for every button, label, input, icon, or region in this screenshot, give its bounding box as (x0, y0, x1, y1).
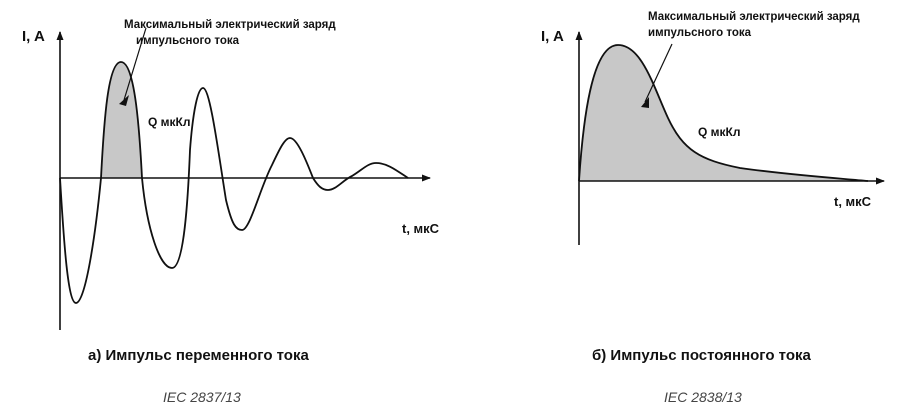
ac-y-axis-label: I, A (22, 28, 45, 45)
ac-annotation-line-2: импульсного тока (136, 35, 240, 47)
dc-annotation-line-2: импульсного тока (648, 27, 752, 39)
ac-pulse-curve (59, 61, 409, 304)
dc-figure-code: IEC 2838/13 (664, 389, 742, 405)
dc-pulse-diagram: I, A t, мкС Максимальный электрический з… (541, 11, 885, 405)
ac-figure-caption: а) Импульс переменного тока (88, 347, 309, 364)
dc-charge-shaded-area (579, 45, 868, 181)
dc-pulse-curve (578, 44, 869, 182)
dc-figure-caption: б) Импульс постоянного тока (592, 347, 811, 364)
ac-annotation-line-1: Максимальный электрический заряд (124, 19, 336, 31)
dc-x-axis-label: t, мкС (834, 194, 872, 209)
ac-annotation-arrowhead (119, 95, 129, 106)
dc-annotation-leader (644, 43, 673, 103)
ac-figure-code: IEC 2837/13 (163, 389, 241, 405)
dc-charge-label: Q мкКл (698, 125, 741, 139)
dc-annotation-line-1: Максимальный электрический заряд (648, 11, 860, 23)
dc-annotation-arrowhead (641, 97, 649, 108)
ac-annotation-leader (123, 27, 147, 101)
ac-charge-label: Q мкКл (148, 115, 191, 129)
ac-pulse-diagram: I, A t, мкС Максимальный электрический з… (22, 19, 440, 405)
ac-x-axis-label: t, мкС (402, 221, 440, 236)
ac-charge-shaded-area (101, 62, 142, 178)
dc-y-axis-label: I, A (541, 28, 564, 45)
